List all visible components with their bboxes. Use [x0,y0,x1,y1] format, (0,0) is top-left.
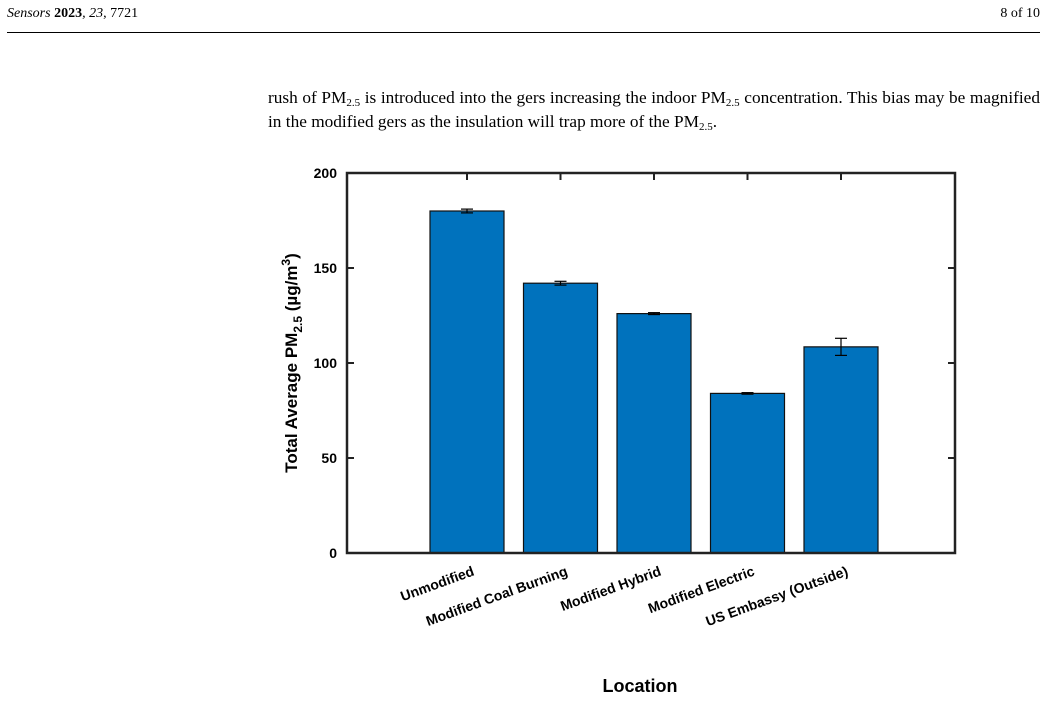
axes-box [345,171,957,555]
subscript: 2.5 [699,121,713,133]
bar [522,282,599,554]
x-tick-label: Unmodified [398,563,476,604]
y-tick-label: 0 [329,545,337,561]
volume: , 23 [82,6,104,21]
superscript: 3 [279,259,293,266]
x-axis-label: Location [603,676,678,696]
paragraph: rush of PM2.5 is introduced into the ger… [268,86,1040,134]
y-tick-label: 150 [314,260,338,276]
text: concentration. This bias may be magnifie… [268,88,1040,131]
subscript: 2.5 [346,97,361,109]
page-number: 8 of 10 [1000,6,1040,21]
header-rule [7,32,1040,33]
text: rush of PM [268,88,347,107]
y-axis-label: Total Average PM2.5 (µg/m3) [279,253,305,473]
text: Total Average PM [282,333,301,473]
subscript: 2.5 [725,97,740,109]
text: . [712,112,718,131]
y-tick-label: 50 [321,450,337,466]
running-header: Sensors 2023, 23, 7721 [7,6,138,22]
bar [616,313,692,554]
journal: Sensors [7,6,51,21]
bar [709,392,786,554]
article-number: , 7721 [103,6,139,21]
y-tick-label: 200 [314,165,338,181]
year: 2023 [50,6,83,21]
y-tick-label: 100 [314,355,338,371]
text: (µg/m [282,266,301,316]
subscript: 2.5 [291,316,305,333]
bar [429,210,505,554]
text: ) [282,253,301,259]
text: is introduced into the gers increasing t… [360,88,726,107]
bar [803,346,879,554]
